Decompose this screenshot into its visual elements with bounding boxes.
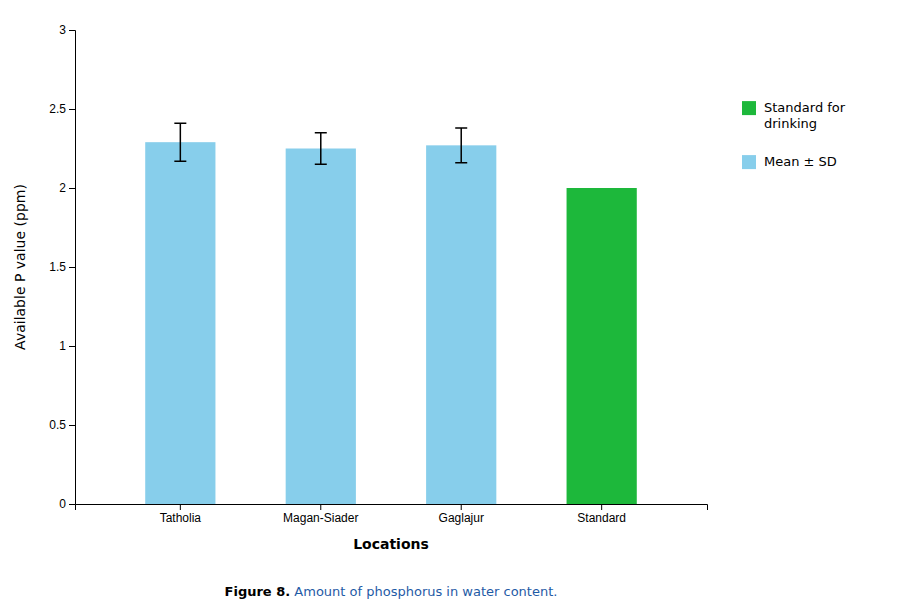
x-axis-title: Locations: [353, 536, 429, 552]
x-axis: Tatholia Magan-Siader Gaglajur Standard: [76, 504, 708, 525]
error-bar: [455, 128, 467, 163]
y-tick-label: 1: [59, 339, 66, 353]
caption-label: Figure 8.: [225, 584, 291, 599]
x-tick-label: Magan-Siader: [283, 511, 358, 525]
plot-area: 0 0.5 1 1.5 2 2.5 3 Tatholia Magan-Siader Gaglaju…: [12, 23, 708, 552]
x-tick-label: Standard: [577, 511, 626, 525]
y-tick: 0.5: [49, 418, 75, 432]
legend-label: Standard fordrinking: [764, 100, 846, 131]
x-axis-line: [76, 505, 708, 511]
legend-swatch: [742, 101, 756, 115]
legend: Standard fordrinking Mean ± SD: [742, 100, 846, 169]
error-bar: [174, 123, 186, 161]
chart-container: 0 0.5 1 1.5 2 2.5 3 Tatholia Magan-Siader Gaglaju…: [0, 0, 907, 614]
caption-text: Amount of phosphorus in water content.: [290, 584, 557, 599]
x-tick: Gaglajur: [439, 504, 484, 525]
y-axis-line: [69, 31, 76, 505]
legend-label: Mean ± SD: [764, 154, 837, 169]
caption: Figure 8. Amount of phosphorus in water …: [225, 584, 558, 599]
x-tick-mark: [601, 504, 602, 510]
y-tick-mark: [69, 109, 75, 110]
marks: [145, 123, 637, 504]
y-tick-label: 3: [59, 23, 66, 37]
y-tick: 1.5: [49, 260, 75, 274]
y-axis: 0 0.5 1 1.5 2 2.5 3: [49, 23, 75, 511]
y-tick: 0: [59, 497, 75, 511]
y-tick-label: 0.5: [49, 418, 66, 432]
y-tick-label: 0: [59, 497, 66, 511]
y-tick-label: 1.5: [49, 260, 66, 274]
x-tick-mark: [320, 504, 321, 510]
y-tick-mark: [69, 346, 75, 347]
y-tick: 3: [59, 23, 75, 37]
y-tick-label: 2.5: [49, 102, 66, 116]
legend-item: Standard fordrinking: [742, 100, 846, 131]
x-tick: Tatholia: [160, 504, 202, 525]
y-tick: 2.5: [49, 102, 75, 116]
y-axis-title: Available P value (ppm): [12, 184, 28, 350]
y-tick-label: 2: [59, 181, 66, 195]
x-tick-label: Tatholia: [160, 511, 202, 525]
legend-swatch: [742, 155, 756, 169]
chart-svg: 0 0.5 1 1.5 2 2.5 3 Tatholia Magan-Siader Gaglaju…: [0, 0, 907, 614]
legend-item: Mean ± SD: [742, 154, 837, 169]
x-tick: Standard: [577, 504, 626, 525]
bar: [286, 149, 356, 505]
x-tick: Magan-Siader: [283, 504, 358, 525]
error-bar: [315, 133, 327, 165]
y-tick-mark: [69, 267, 75, 268]
y-tick-mark: [69, 504, 75, 505]
x-tick-label: Gaglajur: [439, 511, 484, 525]
y-tick: 2: [59, 181, 75, 195]
y-tick-mark: [69, 188, 75, 189]
bar: [145, 142, 215, 504]
y-tick: 1: [59, 339, 75, 353]
bar: [426, 145, 496, 504]
x-tick-mark: [180, 504, 181, 510]
y-tick-mark: [69, 30, 75, 31]
y-tick-mark: [69, 425, 75, 426]
x-tick-mark: [461, 504, 462, 510]
bar: [567, 188, 637, 504]
